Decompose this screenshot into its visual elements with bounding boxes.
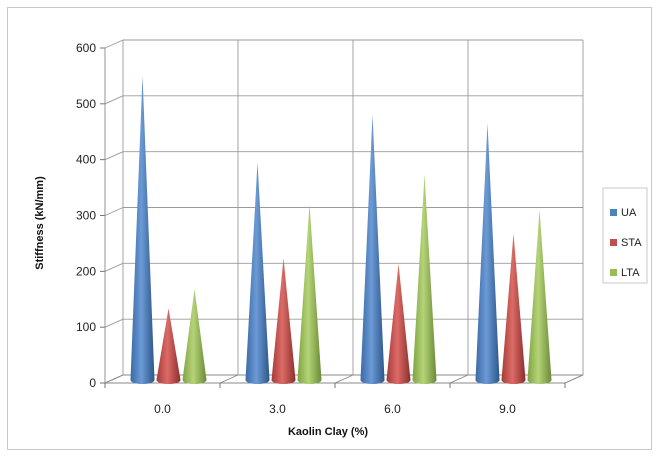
cone-sta-3.0: [271, 258, 296, 384]
y-tick-label: 400: [76, 153, 96, 167]
y-tick-label: 600: [76, 41, 96, 55]
cone-lta-0.0: [182, 288, 207, 384]
cone-ua-6.0: [360, 114, 385, 385]
cone-lta-9.0: [527, 209, 552, 384]
legend: UA STA LTA: [602, 187, 648, 284]
floor-separator: [219, 374, 239, 384]
x-tick-label: 6.0: [384, 402, 401, 416]
y-tick-label: 200: [76, 264, 96, 278]
x-tick-label: 0.0: [154, 402, 171, 416]
cone-ua-9.0: [475, 123, 500, 385]
gridline-side: [104, 318, 124, 328]
legend-swatch-ua: [610, 209, 617, 216]
cone-ua-3.0: [245, 162, 270, 384]
floor-separator: [449, 374, 469, 384]
gridlines: [104, 39, 584, 384]
floor-separator: [564, 374, 584, 384]
x-tick-label: 9.0: [499, 402, 516, 416]
gridline-side: [104, 39, 124, 49]
gridline-side: [104, 207, 124, 216]
legend-label-lta: LTA: [621, 267, 640, 279]
cone-sta-0.0: [156, 308, 181, 384]
legend-label-ua: UA: [621, 207, 637, 219]
legend-label-sta: STA: [621, 237, 642, 249]
cone-lta-3.0: [297, 204, 322, 384]
legend-swatch-sta: [610, 239, 617, 246]
gridline-side: [104, 95, 124, 105]
gridline-side: [104, 151, 124, 161]
y-tick-label: 300: [76, 209, 96, 223]
gridline-side: [104, 262, 124, 272]
x-tick-label: 3.0: [269, 402, 286, 416]
x-axis-title: Kaolin Clay (%): [288, 426, 368, 438]
y-axis-title: Stiffness (kN/mm): [34, 176, 46, 270]
legend-box: [602, 187, 648, 284]
chart-frame: 0 100 200 300 400 500 600 0.0 3.0 6.0 9.0 Stiffnes…: [7, 7, 652, 450]
chart: 0 100 200 300 400 500 600 0.0 3.0 6.0 9.0 Stiffnes…: [34, 39, 648, 438]
cone-sta-6.0: [386, 263, 411, 384]
y-tick-label: 100: [76, 320, 96, 334]
cone-ua-0.0: [130, 75, 155, 384]
axes: 0 100 200 300 400 500 600 0.0 3.0 6.0 9.0: [76, 41, 584, 416]
floor-separator: [334, 374, 354, 384]
cone-lta-6.0: [412, 174, 437, 384]
y-tick-label: 500: [76, 97, 96, 111]
data-cones: [130, 75, 552, 385]
cone-sta-9.0: [501, 233, 526, 384]
floor-separator: [104, 374, 124, 384]
legend-swatch-lta: [610, 269, 617, 276]
y-tick-label: 0: [89, 376, 96, 390]
